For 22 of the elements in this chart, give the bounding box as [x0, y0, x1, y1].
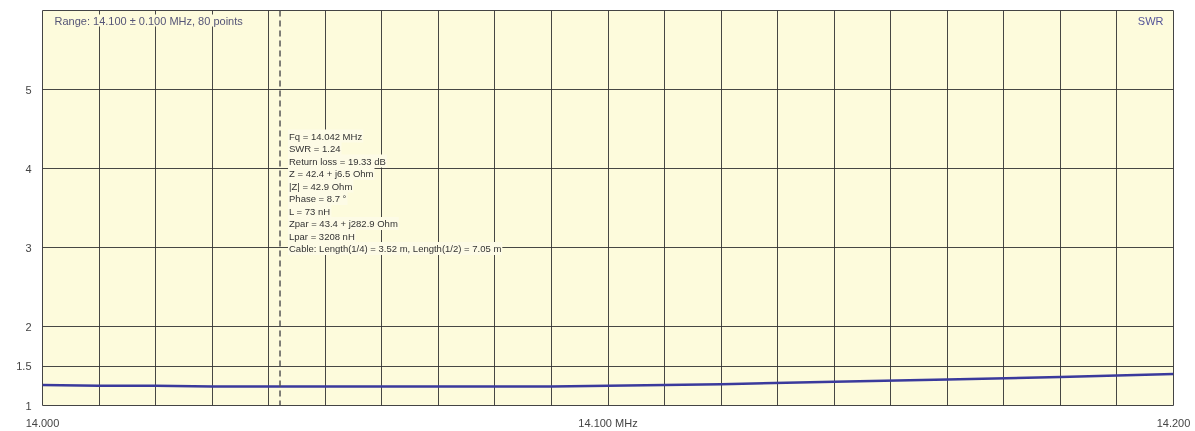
annotation: Cable: Length(1/4) = 3.52 m, Length(1/2) = 7.05 m	[289, 243, 502, 254]
y-tick-label: 1.5	[16, 360, 32, 372]
annotation: Zpar = 43.4 + j282.9 Ohm	[289, 218, 398, 229]
annotation: Fq = 14.042 MHz	[289, 130, 363, 142]
y-tick-label: 1	[25, 399, 32, 412]
x-tick-label: 14.000	[25, 416, 60, 429]
annotation: Phase = 8.7 °	[289, 193, 347, 204]
x-tick-label: 14.100 MHz	[578, 416, 638, 429]
annotation: Z = 42.4 + j6.5 Ohm	[289, 168, 374, 179]
y-tick-label: 3	[25, 241, 32, 254]
x-tick-label: 14.200	[1156, 416, 1191, 429]
annotation: L = 73 nH	[289, 205, 331, 217]
annotation: SWR = 1.24	[289, 143, 341, 154]
y-axis-title: SWR	[1137, 14, 1164, 27]
annotation: |Z| = 42.9 Ohm	[289, 180, 353, 192]
y-tick-label: 2	[25, 320, 32, 333]
annotation: Return loss = 19.33 dB	[289, 155, 386, 167]
y-tick-label: 4	[25, 162, 32, 175]
chart-title: Range: 14.100 ± 0.100 MHz, 80 points	[54, 14, 244, 27]
y-tick-label: 5	[25, 83, 32, 96]
line-series	[42, 372, 1174, 388]
annotation: Lpar = 3208 nH	[289, 230, 355, 242]
